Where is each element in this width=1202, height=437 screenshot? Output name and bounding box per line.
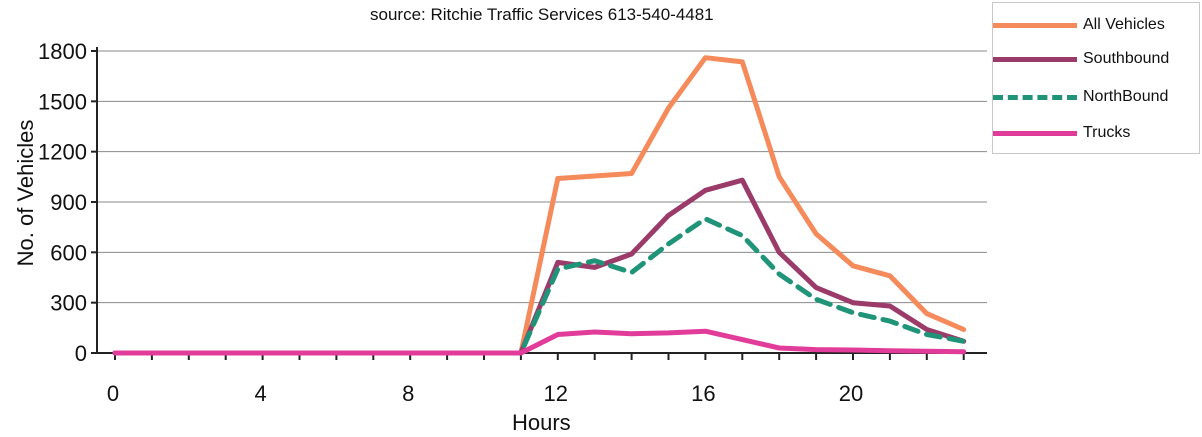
y-tick-label: 1800 — [38, 39, 87, 64]
series-line-trucks — [112, 328, 967, 356]
legend: All Vehicles Southbound NorthBound Truck… — [992, 2, 1200, 154]
x-tick-label: 20 — [839, 381, 863, 406]
y-tick-label: 900 — [50, 190, 87, 215]
x-tick-label: 4 — [254, 381, 266, 406]
y-axis-title: No. of Vehicles — [13, 119, 38, 267]
x-tick-label: 0 — [107, 381, 119, 406]
legend-label-trucks: Trucks — [1083, 124, 1131, 141]
series-line-northbound — [112, 216, 967, 356]
legend-item-northbound: NorthBound — [993, 87, 1168, 107]
legend-item-trucks: Trucks — [993, 123, 1130, 143]
legend-label-southbound: Southbound — [1083, 50, 1170, 67]
legend-swatch-all-vehicles — [993, 22, 1077, 28]
legend-label-all-vehicles: All Vehicles — [1083, 16, 1165, 33]
legend-label-northbound: NorthBound — [1083, 88, 1169, 105]
x-tick-label: 12 — [544, 381, 568, 406]
x-axis-title: Hours — [512, 410, 571, 435]
legend-swatch-trucks — [993, 130, 1077, 136]
y-tick-label: 600 — [50, 240, 87, 265]
legend-item-all-vehicles: All Vehicles — [993, 15, 1165, 35]
y-tick-label: 0 — [75, 341, 87, 366]
x-tick-label: 8 — [402, 381, 414, 406]
x-tick-label: 16 — [691, 381, 715, 406]
chart-subtitle: source: Ritchie Traffic Services 613-540… — [370, 5, 714, 24]
y-tick-label: 1500 — [38, 89, 87, 114]
legend-swatch-southbound — [993, 56, 1077, 62]
legend-item-southbound: Southbound — [993, 49, 1169, 69]
y-tick-label: 300 — [50, 291, 87, 316]
legend-swatch-northbound — [993, 94, 1077, 100]
y-tick-label: 1200 — [38, 140, 87, 165]
